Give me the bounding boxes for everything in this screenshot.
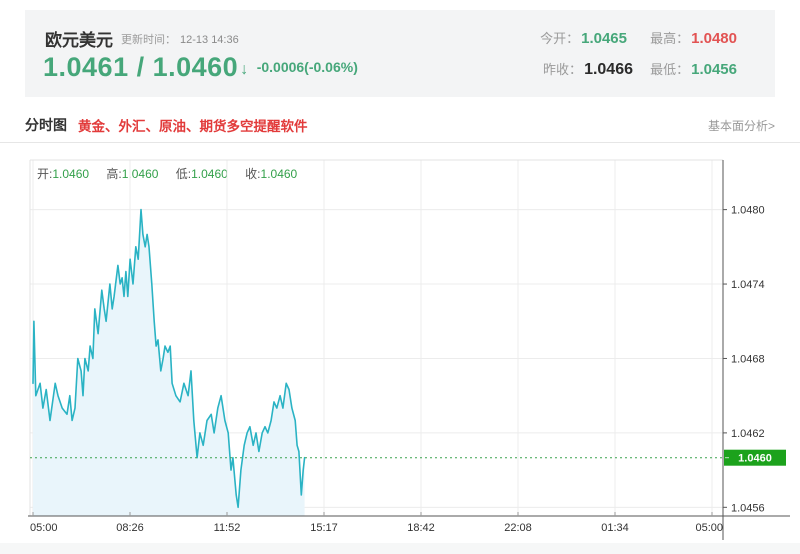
y-tick-label: 1.0480 [731, 205, 765, 217]
price-line [32, 208, 306, 509]
bid-price: 1.0461 [43, 52, 129, 82]
y-tick-label: 1.0456 [731, 502, 765, 514]
x-tick-label: 05:00 [30, 522, 58, 534]
ohlc-legend: 开:1.0460 高:1.0460 低:1.0460 收:1.0460 [37, 165, 311, 182]
legend-high-label: 高: [106, 167, 121, 181]
legend-close-value: 1.0460 [261, 167, 298, 181]
x-tick-label: 18:42 [407, 522, 435, 534]
promo-link[interactable]: 黄金、外汇、原油、期货多空提醒软件 [78, 119, 308, 134]
legend-open-value: 1.0460 [52, 167, 89, 181]
stat-low: 最低： 1.0456 [650, 61, 737, 78]
price-area-fill [33, 209, 305, 516]
quote-header-panel: 欧元美元 更新时间： 12-13 14:36 1.0461 / 1.0460 ↓ -0… [25, 10, 775, 97]
price-separator: / [128, 52, 153, 82]
current-price-badge-label: 1.0460 [738, 453, 772, 465]
y-tick-label: 1.0468 [731, 353, 765, 365]
tab-intraday[interactable]: 分时图 [25, 117, 67, 133]
y-tick-label: 1.0474 [731, 279, 765, 291]
x-tick-label: 08:26 [116, 522, 144, 534]
x-tick-label: 15:17 [310, 522, 338, 534]
x-tick-label: 11:52 [214, 522, 241, 534]
intraday-chart-svg[interactable]: 1.0480 1.0474 1.0468 1.0462 1.0456 05:00 08:26… [0, 143, 800, 543]
legend-low-label: 低: [176, 167, 191, 181]
page-bottom-strip [0, 543, 800, 554]
legend-high-value: 1.0460 [122, 167, 159, 181]
stat-high: 最高： 1.0480 [650, 30, 737, 47]
stat-prev-close: 昨收： 1.0466 [543, 61, 633, 78]
stat-open: 今开： 1.0465 [540, 30, 627, 47]
current-quote-line: 1.0461 / 1.0460 ↓ -0.0006(-0.06%) [43, 52, 358, 83]
update-time-label: 更新时间： [121, 34, 176, 46]
instrument-title: 欧元美元 [45, 31, 113, 50]
down-arrow-icon: ↓ [240, 61, 249, 78]
ask-price: 1.0460 [152, 52, 239, 82]
update-time-value: 12-13 14:36 [180, 34, 239, 46]
x-tick-label: 05:00 [695, 522, 723, 534]
legend-open-label: 开: [37, 167, 52, 181]
legend-close-label: 收: [245, 167, 260, 181]
chart-plot-area[interactable] [30, 160, 723, 516]
x-tick-label: 22:08 [504, 522, 532, 534]
fundamental-analysis-link[interactable]: 基本面分析> [707, 119, 775, 133]
y-tick-label: 1.0462 [731, 428, 765, 440]
legend-low-value: 1.0460 [191, 167, 228, 181]
chart-tabbar: 分时图 黄金、外汇、原油、期货多空提醒软件 基本面分析> [0, 108, 800, 143]
price-change: -0.0006(-0.06%) [256, 59, 358, 75]
x-tick-label: 01:34 [601, 522, 629, 534]
update-time: 更新时间： 12-13 14:36 [121, 31, 239, 47]
intraday-chart: 开:1.0460 高:1.0460 低:1.0460 收:1.0460 1.04… [0, 143, 800, 543]
current-price-badge [724, 449, 786, 466]
